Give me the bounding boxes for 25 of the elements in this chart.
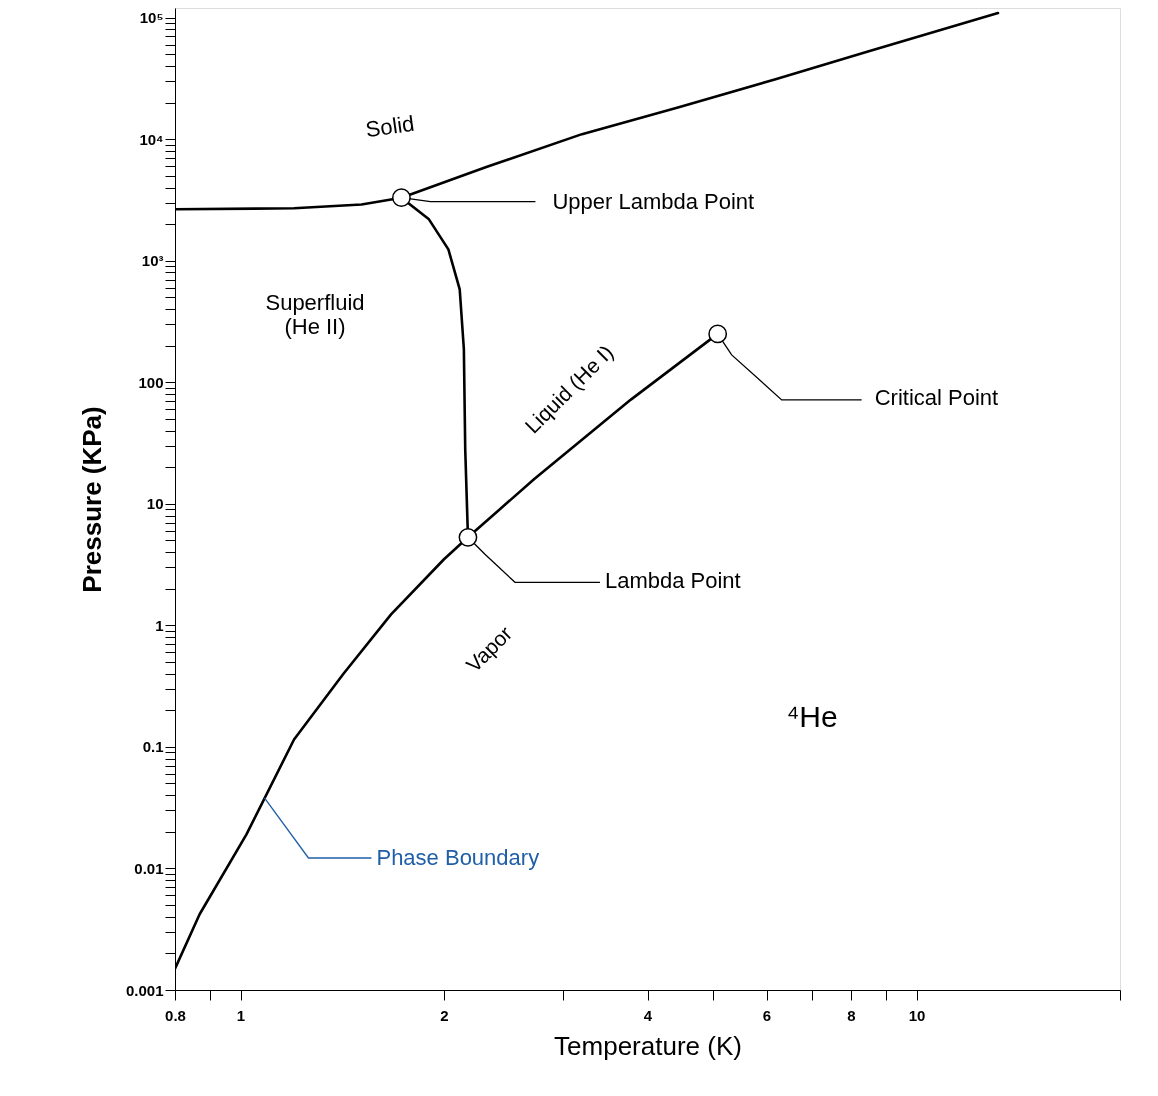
x-tick-label: 1 [236,1006,246,1024]
annotation: Lambda Point [604,568,741,594]
y-tick-label: 10³ [141,252,164,270]
annotation: Upper Lambda Point [552,188,755,214]
annotation: Phase Boundary [376,844,540,870]
x-tick-label: 2 [440,1006,449,1024]
annotation: Critical Point [874,384,999,410]
x-tick-label: 8 [847,1006,856,1024]
x-tick-label: 6 [762,1006,772,1024]
y-tick-label: 0.1 [142,738,164,756]
y-tick-label: 0.01 [134,859,164,877]
x-axis-title: Temperature (K) [554,1030,742,1061]
annotation: Solid [363,110,416,143]
y-tick-label: 1 [155,616,164,634]
y-tick-label: 100 [138,373,164,391]
y-tick-label: 0.001 [125,981,164,999]
x-tick-label: 4 [643,1006,653,1024]
y-axis-title: Pressure (KPa) [76,406,107,593]
y-tick-label: 10 [146,495,164,513]
y-tick-label: 10⁴ [139,130,164,148]
x-tick-label: 10 [908,1006,926,1024]
y-tick-label: 10⁵ [139,9,164,27]
annotation: Superfluid (He II) [265,290,365,339]
annotation: ⁴He [786,700,838,733]
x-tick-label: 0.8 [165,1006,186,1024]
